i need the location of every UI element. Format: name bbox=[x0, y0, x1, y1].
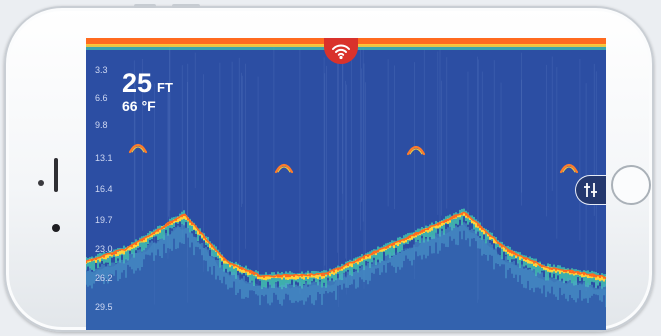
fish-arch bbox=[562, 166, 576, 173]
depth-scale-label: 29.5 bbox=[95, 302, 113, 312]
fish-arch bbox=[559, 163, 579, 174]
proximity-sensor bbox=[52, 224, 60, 232]
front-camera bbox=[38, 180, 44, 186]
depth-scale-label: 16.4 bbox=[95, 184, 113, 194]
fish-arch bbox=[406, 145, 426, 156]
water-temperature: 66 °F bbox=[122, 98, 173, 114]
volume-up-button bbox=[172, 4, 200, 8]
bottom-fill bbox=[86, 222, 606, 330]
bottom-contour bbox=[86, 211, 606, 279]
fish-arch bbox=[274, 163, 294, 174]
temperature-value: 66 bbox=[122, 98, 138, 114]
mute-switch bbox=[134, 4, 156, 8]
depth-scale: 3.3 6.6 9.8 13.1 16.4 19.7 23.0 26.2 29.5 bbox=[86, 38, 126, 330]
depth-scale-label: 6.6 bbox=[95, 93, 108, 103]
depth-scale-label: 13.1 bbox=[95, 153, 113, 163]
depth-scale-label: 9.8 bbox=[95, 120, 108, 130]
depth-readout: 25 FT 66 °F bbox=[122, 68, 173, 115]
depth-scale-label: 26.2 bbox=[95, 273, 113, 283]
fish-arch bbox=[128, 143, 148, 154]
home-button[interactable] bbox=[611, 165, 651, 205]
depth-unit: FT bbox=[157, 80, 173, 95]
temperature-unit: °F bbox=[141, 98, 156, 114]
depth-scale-label: 19.7 bbox=[95, 215, 113, 225]
fish-arch bbox=[131, 146, 145, 153]
connection-button[interactable] bbox=[324, 38, 358, 64]
wifi-icon bbox=[332, 44, 350, 60]
phone-frame: 3.3 6.6 9.8 13.1 16.4 19.7 23.0 26.2 29.5 25 FT … bbox=[4, 4, 654, 332]
depth-scale-label: 23.0 bbox=[95, 244, 113, 254]
fish-arch bbox=[409, 148, 423, 155]
settings-button[interactable] bbox=[575, 175, 606, 205]
sliders-icon bbox=[584, 183, 597, 197]
earpiece-speaker bbox=[54, 158, 58, 192]
fish-arch bbox=[277, 166, 291, 173]
sonar-screen: 3.3 6.6 9.8 13.1 16.4 19.7 23.0 26.2 29.5 25 FT … bbox=[86, 38, 606, 330]
depth-value: 25 bbox=[122, 68, 153, 98]
depth-scale-label: 3.3 bbox=[95, 65, 108, 75]
